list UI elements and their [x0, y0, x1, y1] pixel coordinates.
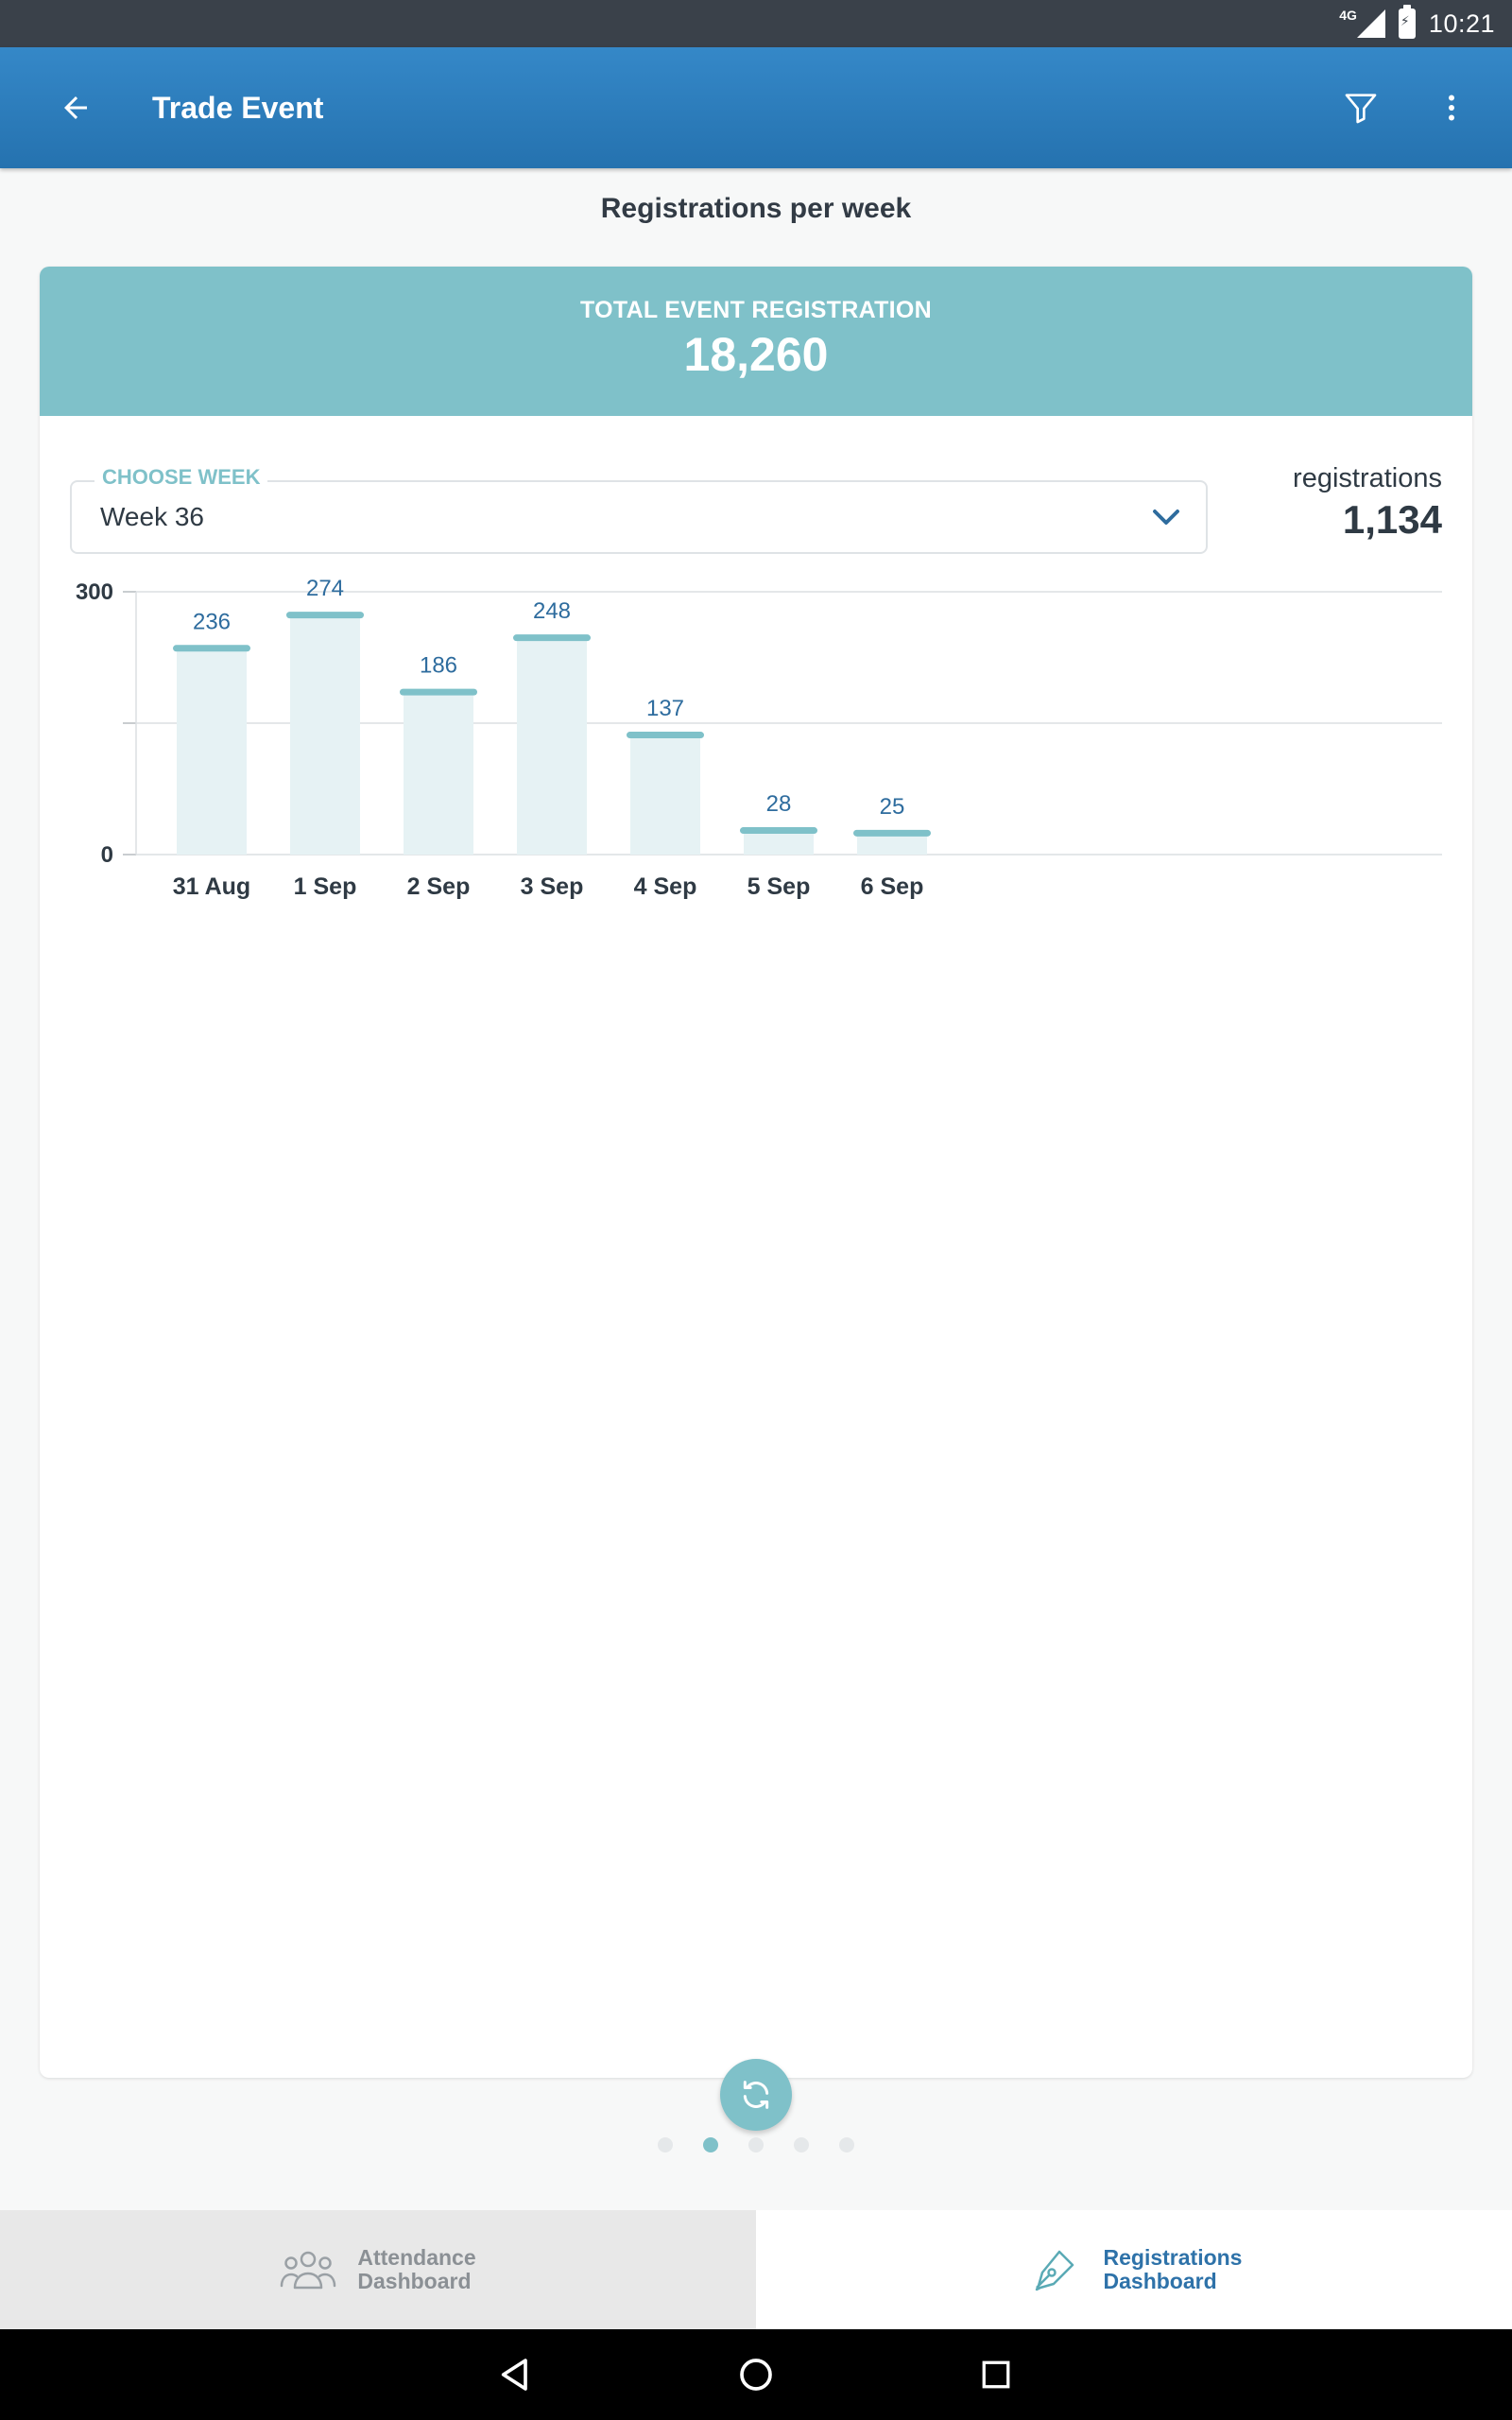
network-type: 4G	[1339, 8, 1357, 23]
page-dot[interactable]	[839, 2137, 854, 2152]
tab-registrations-label: Registrations Dashboard	[1104, 2246, 1243, 2293]
battery-charging-icon	[1398, 5, 1416, 39]
x-tick-label: 5 Sep	[747, 873, 811, 900]
total-registration-banner: TOTAL EVENT REGISTRATION 18,260	[40, 267, 1472, 416]
registrations-card: TOTAL EVENT REGISTRATION 18,260 CHOOSE W…	[40, 267, 1472, 2078]
bar	[857, 832, 927, 855]
page-dot[interactable]	[794, 2137, 809, 2152]
bottom-navigation: Attendance Dashboard Registrations Dashb…	[0, 2210, 1512, 2329]
back-button[interactable]	[53, 85, 98, 130]
week-select-label: CHOOSE WEEK	[94, 465, 268, 490]
x-tick-label: 4 Sep	[634, 873, 697, 900]
data-label: 137	[646, 696, 684, 721]
week-select[interactable]: CHOOSE WEEK Week 36	[70, 465, 1208, 554]
filter-button[interactable]	[1338, 85, 1383, 130]
data-label: 186	[420, 653, 457, 679]
app-bar: Trade Event	[0, 47, 1512, 168]
x-tick-label: 6 Sep	[861, 873, 924, 900]
bar-cap	[286, 612, 364, 619]
total-registration-value: 18,260	[683, 328, 829, 381]
bar-cap	[400, 688, 477, 696]
tab-registrations-label-line2: Dashboard	[1103, 2269, 1217, 2293]
filter-icon	[1345, 94, 1377, 124]
registrations-bar-chart: 0 300 236 31 Aug 274 1 Sep 186 2 Sep 248 3 Sep 137…	[76, 579, 1442, 900]
bar	[630, 735, 700, 855]
system-recents-button[interactable]	[973, 2352, 1019, 2397]
bar	[404, 691, 473, 855]
data-label: 25	[880, 794, 905, 820]
x-tick-label: 3 Sep	[521, 873, 584, 900]
page-dot[interactable]	[703, 2137, 718, 2152]
bar	[744, 830, 814, 855]
arrow-left-icon	[64, 96, 87, 119]
tab-attendance-dashboard[interactable]: Attendance Dashboard	[0, 2210, 756, 2329]
clock: 10:21	[1428, 9, 1495, 38]
status-bar: 4G 10:21	[0, 0, 1512, 47]
bar	[177, 648, 247, 855]
page-dot[interactable]	[748, 2137, 764, 2152]
tab-registrations-label-line1: Registrations	[1103, 2245, 1243, 2270]
tab-registrations-dashboard[interactable]: Registrations Dashboard	[756, 2210, 1512, 2329]
app-title: Trade Event	[152, 91, 324, 125]
system-navigation-bar	[0, 2329, 1512, 2420]
x-tick-label: 2 Sep	[407, 873, 471, 900]
page-dot[interactable]	[658, 2137, 673, 2152]
refresh-icon	[743, 2081, 769, 2109]
tab-attendance-label: Attendance Dashboard	[357, 2246, 475, 2293]
data-label: 274	[306, 579, 344, 601]
bar-cap	[513, 634, 591, 642]
y-tick-label: 300	[76, 579, 113, 605]
bar-cap	[173, 645, 250, 652]
triangle-back-icon	[501, 2359, 527, 2391]
circle-home-icon	[740, 2359, 772, 2391]
y-tick-label: 0	[101, 842, 113, 868]
status-icons: 4G 10:21	[1339, 0, 1495, 47]
x-tick-label: 1 Sep	[294, 873, 357, 900]
square-recents-icon	[982, 2360, 1010, 2389]
data-label: 248	[533, 598, 571, 624]
page-title: Registrations per week	[600, 193, 912, 224]
data-label: 28	[766, 791, 792, 817]
more-options-button[interactable]	[1429, 85, 1474, 130]
tab-attendance-label-line1: Attendance	[357, 2245, 476, 2270]
tab-attendance-label-line2: Dashboard	[357, 2269, 472, 2293]
week-registrations-label: registrations	[1293, 463, 1442, 493]
data-label: 236	[193, 609, 231, 634]
bar-cap	[627, 732, 704, 739]
refresh-button[interactable]	[720, 2059, 792, 2131]
chevron-down-icon	[1145, 496, 1187, 538]
total-registration-label: TOTAL EVENT REGISTRATION	[579, 297, 933, 323]
pen-icon	[1026, 2241, 1083, 2298]
bar	[517, 637, 587, 855]
bar-cap	[853, 829, 931, 837]
signal-icon	[1356, 9, 1385, 38]
people-icon	[280, 2241, 336, 2298]
system-back-button[interactable]	[493, 2352, 539, 2397]
x-tick-label: 31 Aug	[173, 873, 250, 900]
system-home-button[interactable]	[733, 2352, 779, 2397]
page-indicator	[0, 2137, 1512, 2152]
week-select-value: Week 36	[100, 502, 204, 531]
more-vertical-icon	[1449, 95, 1454, 121]
bar-cap	[740, 827, 817, 835]
week-registrations-value: 1,134	[1342, 497, 1442, 542]
bar	[290, 614, 360, 855]
